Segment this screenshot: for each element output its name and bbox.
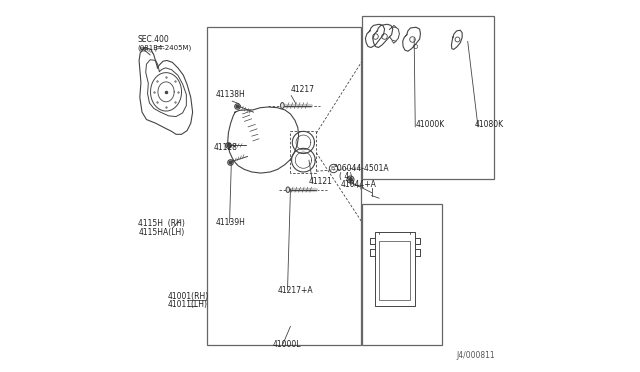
Ellipse shape	[286, 187, 290, 192]
Text: 41011(LH): 41011(LH)	[167, 300, 207, 310]
Bar	[379, 241, 410, 301]
Text: °06044-4501A: °06044-4501A	[333, 164, 389, 173]
Text: SEC.400: SEC.400	[137, 35, 169, 44]
Text: 41000K: 41000K	[415, 120, 445, 129]
Text: 41128: 41128	[214, 143, 237, 152]
Text: ( 4): ( 4)	[339, 171, 353, 180]
Bar	[374, 232, 415, 306]
Bar	[362, 16, 493, 179]
Text: 4115H  (RH): 4115H (RH)	[138, 219, 185, 228]
Text: B: B	[330, 166, 334, 171]
Text: 41217: 41217	[291, 85, 314, 94]
Text: 41000L: 41000L	[273, 340, 301, 349]
Text: 41001(RH): 41001(RH)	[167, 292, 209, 301]
Text: 41121: 41121	[308, 177, 332, 186]
Text: 41138H: 41138H	[216, 90, 246, 99]
Text: J4/000811: J4/000811	[457, 350, 495, 359]
Bar	[362, 205, 442, 345]
Ellipse shape	[280, 103, 284, 109]
Bar	[207, 27, 360, 345]
Text: 41139H: 41139H	[215, 218, 245, 227]
Text: 41080K: 41080K	[475, 120, 504, 129]
Text: 41217+A: 41217+A	[278, 286, 314, 295]
Text: 41044+A: 41044+A	[340, 180, 376, 189]
Text: (081B4-2405M): (081B4-2405M)	[137, 45, 191, 51]
Text: 4115HA(LH): 4115HA(LH)	[138, 228, 184, 237]
